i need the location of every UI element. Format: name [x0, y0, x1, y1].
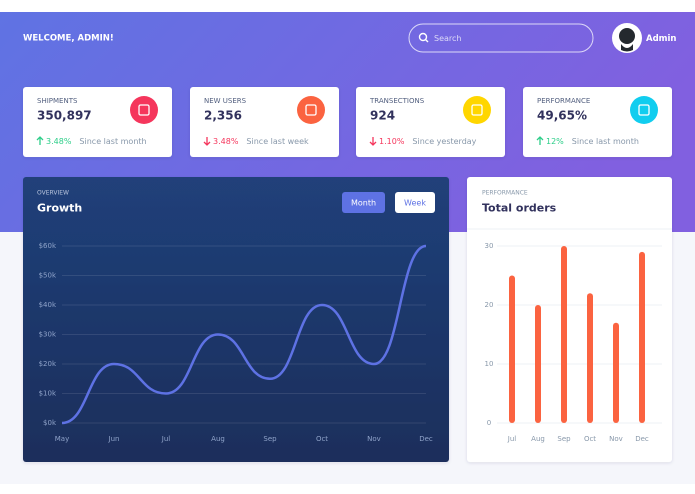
card-icon-glyph	[305, 104, 317, 116]
bar	[509, 275, 515, 423]
y-tick-label: $10k	[39, 390, 57, 398]
y-tick-label: $40k	[39, 301, 57, 309]
y-tick-label: 20	[485, 301, 494, 309]
card-label: PERFORMANCE	[537, 97, 590, 105]
chart-title: Growth	[37, 202, 82, 215]
y-tick-label: $30k	[39, 331, 57, 339]
toggle-label[interactable]: Week	[404, 199, 426, 208]
card-value: 350,897	[37, 109, 92, 123]
search-icon	[418, 32, 428, 42]
chart-title: Total orders	[482, 202, 557, 215]
y-tick-label: $60k	[39, 242, 57, 250]
x-tick-label: Dec	[635, 435, 649, 443]
card-icon	[463, 96, 491, 124]
card-icon	[130, 96, 158, 124]
trend-arrow	[203, 137, 211, 146]
user-name[interactable]: Admin	[646, 34, 677, 44]
card-value: 49,65%	[537, 109, 587, 123]
card-change: 1.10%	[379, 137, 405, 146]
search-placeholder: Search	[434, 34, 461, 43]
x-tick-label: Nov	[367, 435, 381, 443]
x-tick-label: Oct	[584, 435, 596, 443]
card-note: Since last month	[79, 137, 146, 146]
x-tick-label: Jul	[161, 435, 171, 443]
card-label: NEW USERS	[204, 97, 247, 105]
x-tick-label: Dec	[419, 435, 433, 443]
card-change: 3.48%	[213, 137, 239, 146]
card-icon-glyph	[638, 104, 650, 116]
stat-cards: SHIPMENTS 350,897 3.48% Since last month NEW…	[23, 87, 672, 157]
x-tick-label: Sep	[557, 435, 571, 443]
card-change: 12%	[546, 137, 564, 146]
trend-arrow	[36, 136, 44, 145]
bar	[587, 293, 593, 423]
card-icon	[297, 96, 325, 124]
card-icon	[630, 96, 658, 124]
bar	[535, 305, 541, 423]
x-tick-label: Oct	[316, 435, 328, 443]
orders-panel	[467, 177, 672, 462]
card-label: TRANSECTIONS	[369, 97, 425, 105]
avatar-icon	[619, 28, 635, 44]
card-note: Since yesterday	[412, 137, 476, 146]
bar	[639, 251, 645, 423]
avatar-icon	[621, 44, 633, 52]
x-tick-label: Jun	[108, 435, 120, 443]
search-box[interactable]	[408, 23, 594, 53]
greeting: WELCOME, ADMIN!	[23, 34, 114, 44]
card-note: Since last month	[572, 137, 639, 146]
y-tick-label: $0k	[43, 419, 57, 427]
charts: OVERVIEW Growth Month Week $0k $10k $20k $30k $4…	[37, 190, 672, 443]
y-tick-label: 10	[485, 360, 494, 368]
toggle-button[interactable]	[395, 192, 435, 213]
y-tick-label: $50k	[39, 272, 57, 280]
x-tick-label: Aug	[531, 435, 545, 443]
card-icon-glyph	[138, 104, 150, 116]
growth-panel	[23, 177, 449, 462]
bar	[613, 322, 619, 423]
card-change: 3.48%	[46, 137, 72, 146]
card-icon-glyph	[471, 104, 483, 116]
x-tick-label: May	[55, 435, 69, 443]
trend-arrow	[536, 136, 544, 145]
trend-arrow	[369, 137, 377, 146]
x-tick-label: Nov	[609, 435, 623, 443]
toggle-button[interactable]	[342, 192, 385, 213]
growth-line	[61, 244, 427, 425]
card-value: 2,356	[204, 109, 242, 123]
y-tick-label: 30	[485, 242, 494, 250]
chart-subtitle: PERFORMANCE	[482, 190, 528, 197]
y-tick-label: 0	[487, 419, 491, 427]
search-icon	[425, 39, 429, 43]
bar	[561, 246, 567, 423]
x-tick-label: Aug	[211, 435, 225, 443]
card-note: Since last week	[246, 137, 309, 146]
chart-subtitle: OVERVIEW	[37, 190, 69, 197]
x-tick-label: Jul	[507, 435, 517, 443]
card-value: 924	[370, 109, 395, 123]
toggle-label[interactable]: Month	[351, 199, 376, 208]
y-tick-label: $20k	[39, 360, 57, 368]
card-label: SHIPMENTS	[37, 97, 78, 105]
x-tick-label: Sep	[263, 435, 277, 443]
